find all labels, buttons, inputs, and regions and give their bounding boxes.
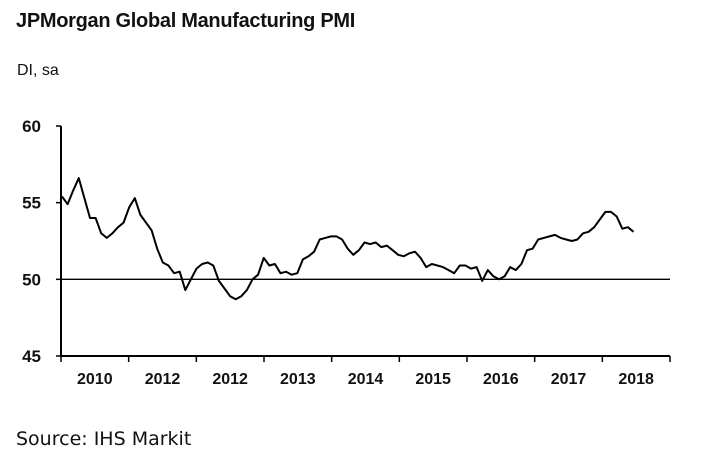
chart-subtitle: DI, sa [17, 62, 59, 79]
x-tick-label: 2013 [280, 371, 316, 388]
x-tick-label: 2010 [77, 371, 113, 388]
chart-title: JPMorgan Global Manufacturing PMI [16, 10, 356, 32]
source-note: Source: IHS Markit [16, 428, 192, 450]
x-tick-label: 2017 [551, 371, 587, 388]
x-tick-label: 2012 [212, 371, 248, 388]
x-tick-label: 2018 [618, 371, 654, 388]
x-tick-label: 2012 [145, 371, 181, 388]
x-tick-label: 2016 [483, 371, 519, 388]
x-tick-label: 2015 [415, 371, 451, 388]
y-tick-label: 60 [22, 117, 41, 136]
pmi-series-line [61, 177, 635, 301]
y-tick-label: 55 [22, 194, 41, 213]
x-tick-label: 2014 [348, 371, 384, 388]
y-tick-label: 50 [22, 270, 41, 289]
y-tick-label: 45 [22, 347, 41, 366]
